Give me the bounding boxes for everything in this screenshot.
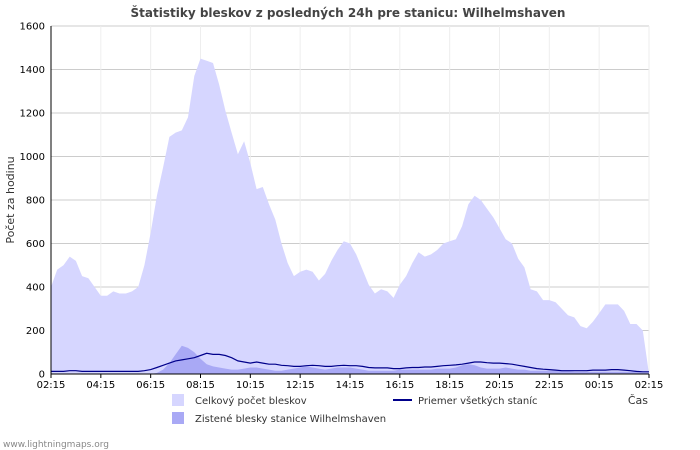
legend: Celkový počet bleskov Zistené blesky sta… [172, 394, 538, 425]
x-tick-label: 08:15 [186, 380, 215, 391]
x-tick-label: 14:15 [336, 380, 365, 391]
x-tick-label: 04:15 [86, 380, 115, 391]
x-tick-labels: 02:15 04:15 06:15 08:15 10:15 12:15 14:15 16:15… [37, 380, 664, 391]
legend-swatch-station [172, 412, 184, 424]
y-tick-label: 1200 [20, 109, 45, 120]
x-axis-label: Čas [628, 394, 648, 407]
y-tick-label: 1000 [20, 152, 45, 163]
x-tick-label: 06:15 [136, 380, 165, 391]
x-tick-label: 16:15 [385, 380, 414, 391]
y-axis-label: Počet za hodinu [4, 156, 17, 243]
x-tick-label: 10:15 [236, 380, 265, 391]
x-tick-label: 12:15 [286, 380, 315, 391]
axes [50, 26, 650, 378]
legend-label-average: Priemer všetkých staníc [418, 395, 538, 407]
x-tick-label: 02:15 [37, 380, 66, 391]
credit-text: www.lightningmaps.org [3, 440, 109, 450]
y-tick-label: 1400 [20, 65, 45, 76]
legend-label-total: Celkový počet bleskov [195, 395, 307, 407]
x-tick-label: 18:15 [435, 380, 464, 391]
y-tick-label: 600 [26, 239, 45, 250]
line-series-priemer-v-etk-ch-stan-c [51, 352, 649, 373]
x-tick-label: 20:15 [485, 380, 514, 391]
y-tick-label: 200 [26, 326, 45, 337]
y-tick-label: 400 [26, 283, 45, 294]
area-series-zisten-blesky-stanice-wilhelmshaven [51, 345, 649, 374]
x-tick-label: 02:15 [635, 380, 664, 391]
y-tick-label: 0 [39, 370, 45, 381]
area-series-celkov-po-et-bleskov [51, 58, 649, 374]
series-layer [51, 58, 649, 374]
y-tick-label: 1600 [20, 22, 45, 33]
x-tick-label: 22:15 [535, 380, 564, 391]
chart-title: Štatistiky bleskov z posledných 24h pre … [131, 5, 566, 20]
legend-swatch-total [172, 394, 184, 406]
y-tick-label: 800 [26, 196, 45, 207]
legend-label-station: Zistené blesky stanice Wilhelmshaven [195, 413, 386, 425]
y-tick-labels: 0 200 400 600 800 1000 1200 1400 1600 [20, 22, 45, 381]
x-tick-label: 00:15 [585, 380, 614, 391]
